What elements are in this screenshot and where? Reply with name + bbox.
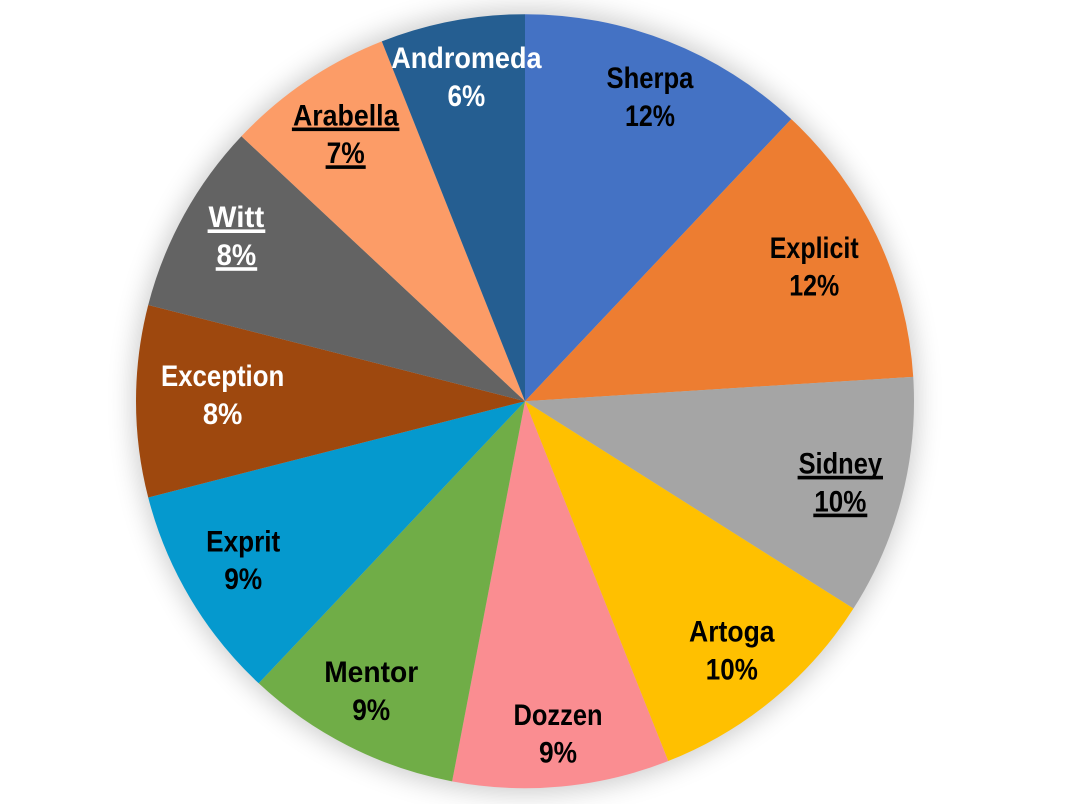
svg-text:12%: 12% <box>625 100 675 133</box>
svg-text:10%: 10% <box>706 653 758 686</box>
svg-text:7%: 7% <box>327 137 365 170</box>
svg-text:12%: 12% <box>789 270 839 303</box>
svg-text:Sidney: Sidney <box>799 448 883 481</box>
svg-text:8%: 8% <box>217 239 257 272</box>
svg-text:Arabella: Arabella <box>293 99 399 132</box>
svg-text:Sherpa: Sherpa <box>607 62 694 95</box>
svg-text:6%: 6% <box>448 80 486 113</box>
svg-text:Explicit: Explicit <box>770 232 859 265</box>
svg-text:Dozzen: Dozzen <box>514 699 603 732</box>
svg-text:Andromeda: Andromeda <box>391 42 542 75</box>
svg-text:8%: 8% <box>203 398 243 431</box>
svg-text:9%: 9% <box>352 694 390 727</box>
svg-text:Mentor: Mentor <box>324 656 418 689</box>
svg-text:9%: 9% <box>539 737 577 770</box>
svg-text:Exprit: Exprit <box>206 525 280 558</box>
svg-text:Exception: Exception <box>161 360 284 393</box>
svg-text:Witt: Witt <box>209 201 265 234</box>
svg-text:Artoga: Artoga <box>689 616 775 649</box>
svg-text:9%: 9% <box>224 563 262 596</box>
svg-text:10%: 10% <box>814 485 866 518</box>
